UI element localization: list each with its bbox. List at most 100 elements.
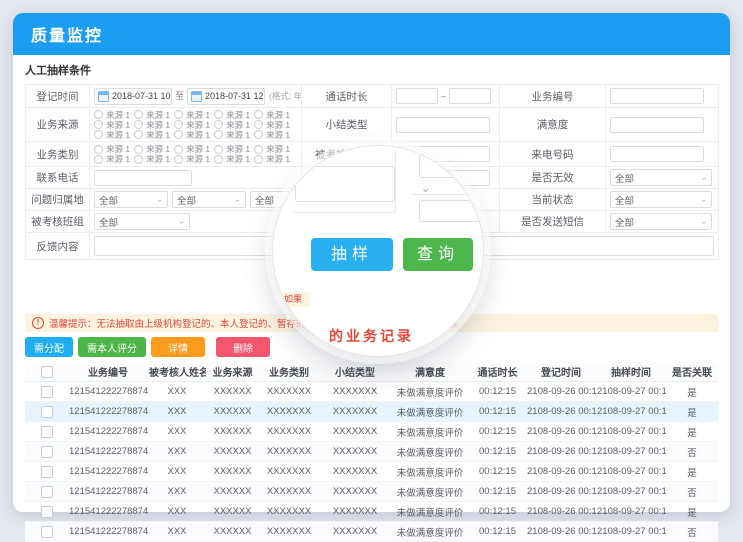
page-header: 质量监控: [13, 13, 730, 55]
lens-switchboard-fragment: 总机: [281, 162, 306, 176]
cell-summary: XXXXXXX: [319, 421, 391, 442]
is-invalid-select[interactable]: 全部 ⌄: [610, 169, 712, 186]
cell-category: XXXXXXX: [259, 421, 319, 442]
radio-label: 来源 1: [266, 129, 291, 140]
register-time-to-input[interactable]: 2018-07-31 12: [187, 87, 266, 105]
need-self-score-button[interactable]: 需本人评分: [78, 337, 146, 357]
contact-phone-input[interactable]: [94, 169, 192, 186]
cell-satisfaction: 未做满意度评价: [391, 381, 469, 402]
radio-label: 来源 1: [266, 154, 291, 164]
chevron-down-icon: ⌄: [234, 195, 241, 203]
source-option-radio[interactable]: 来源 1: [254, 144, 294, 154]
column-header: 登记时间: [526, 362, 596, 382]
problem-region-select-1[interactable]: 全部 ⌄: [94, 191, 168, 208]
date-format-hint: (格式: 年-月-日-时): [269, 90, 302, 101]
source-option-radio[interactable]: 来源 1: [254, 154, 294, 164]
source-option-radio[interactable]: 来源 1: [174, 154, 214, 164]
summary-type-input[interactable]: [396, 116, 490, 133]
delete-button[interactable]: 删除: [216, 337, 270, 357]
source-option-radio[interactable]: 来源 1: [214, 130, 254, 140]
row-checkbox[interactable]: [40, 405, 53, 418]
row-checkbox[interactable]: [40, 445, 53, 458]
lens-sample-button[interactable]: 抽样: [311, 238, 393, 271]
source-option-radio[interactable]: 来源 1: [94, 154, 134, 164]
lens-query-button[interactable]: 查询: [403, 238, 473, 271]
source-option-radio[interactable]: 来源 1: [174, 109, 214, 120]
source-option-radio[interactable]: 来源 1: [174, 144, 214, 154]
table-row[interactable]: 12154122227887468XXXXXXXXXXXXXXXXXXXXXXX…: [25, 421, 718, 442]
table-row[interactable]: 12154122227887468XXXXXXXXXXXXXXXXXXXXXXX…: [25, 501, 718, 522]
row-checkbox[interactable]: [40, 465, 53, 478]
row-checkbox[interactable]: [40, 485, 53, 498]
cell-category: XXXXXXX: [259, 521, 319, 542]
select-all-checkbox[interactable]: [40, 365, 53, 378]
send-sms-select[interactable]: 全部 ⌄: [610, 213, 712, 230]
radio-label: 来源 1: [146, 154, 171, 164]
row-checkbox[interactable]: [40, 505, 53, 518]
chevron-down-icon: ⌄: [178, 217, 185, 225]
radio-circle-icon: [134, 110, 143, 119]
satisfaction-input[interactable]: [610, 116, 704, 133]
cell-satisfaction: 未做满意度评价: [391, 481, 469, 502]
source-option-radio[interactable]: 来源 1: [214, 120, 254, 130]
cell-source: XXXXXX: [206, 501, 259, 522]
caller-number-input[interactable]: [610, 146, 704, 162]
table-row[interactable]: 12154122227887468XXXXXXXXXXXXXXXXXXXXXXX…: [25, 521, 718, 542]
lens-grid-line: [395, 150, 396, 212]
source-option-radio[interactable]: 来源 1: [214, 144, 254, 154]
row-checkbox[interactable]: [40, 385, 53, 398]
business-no-input[interactable]: [610, 88, 704, 104]
current-status-select[interactable]: 全部 ⌄: [610, 191, 712, 208]
table-row[interactable]: 12154122227887468XXXXXXXXXXXXXXXXXXXXXXX…: [25, 461, 718, 482]
table-row[interactable]: 12154122227887468XXXXXXXXXXXXXXXXXXXXXXX…: [25, 481, 718, 502]
cell-satisfaction: 未做满意度评价: [391, 521, 469, 542]
table-row[interactable]: 12154122227887468XXXXXXXXXXXXXXXXXXXXXXX…: [25, 381, 718, 402]
source-option-radio[interactable]: 来源 1: [214, 110, 254, 120]
source-option-radio[interactable]: 来源 1: [94, 110, 134, 120]
source-option-radio[interactable]: 来源 1: [134, 120, 174, 130]
cell-duration: 00:12:15: [469, 421, 526, 442]
radio-label: 来源 1: [186, 109, 211, 120]
magnifier-lens: 总机 ⌄ ⌄ 抽样 查询 ，如果 的业务记录: [273, 146, 483, 356]
source-option-radio[interactable]: 来源 1: [254, 120, 294, 130]
source-option-radio[interactable]: 来源 1: [214, 154, 254, 164]
source-option-radio[interactable]: 来源 1: [254, 110, 294, 120]
cell-category: XXXXXXX: [259, 441, 319, 462]
source-option-radio[interactable]: 来源 1: [174, 130, 214, 140]
table-row[interactable]: 12154122227887468XXXXXXXXXXXXXXXXXXXXXXX…: [25, 441, 718, 462]
source-option-radio[interactable]: 来源 1: [94, 130, 134, 140]
cell-source: XXXXXX: [206, 461, 259, 482]
source-option-radio[interactable]: 来源 1: [174, 120, 214, 130]
radio-label: 来源 1: [106, 154, 131, 164]
source-option-radio[interactable]: 来源 1: [94, 144, 134, 154]
cell-summary: XXXXXXX: [319, 481, 391, 502]
cell-no: 12154122227887468: [68, 441, 148, 462]
row-checkbox[interactable]: [40, 425, 53, 438]
cell-related: 否: [666, 521, 718, 542]
source-option-radio[interactable]: 来源 1: [134, 130, 174, 140]
cell-name: XXX: [148, 401, 206, 422]
source-option-radio[interactable]: 来源 1: [134, 144, 174, 154]
lens-input-fragment: [419, 200, 483, 222]
source-option-radio[interactable]: 来源 1: [134, 110, 174, 120]
cell-related: 是: [666, 461, 718, 482]
table-row[interactable]: 12154122227887468XXXXXXXXXXXXXXXXXXXXXXX…: [25, 401, 718, 422]
problem-region-select-2[interactable]: 全部 ⌄: [172, 191, 246, 208]
radio-circle-icon: [254, 130, 263, 139]
row-checkbox[interactable]: [40, 525, 53, 538]
call-duration-max-input[interactable]: [449, 88, 492, 104]
source-option-radio[interactable]: 来源 1: [134, 154, 174, 164]
register-time-from-input[interactable]: 2018-07-31 10: [94, 87, 172, 105]
cell-summary: XXXXXXX: [319, 501, 391, 522]
source-option-radio[interactable]: 来源 1: [254, 129, 294, 140]
cell-related: 是: [666, 401, 718, 422]
problem-region-label: 问题归属地: [25, 188, 90, 211]
assessed-team-select[interactable]: 全部 ⌄: [94, 213, 190, 230]
warning-text: 温馨提示：无法抽取由上级机构登记的、本人登记的、暂存的、已被抽取未评分的业务记录…: [49, 319, 458, 330]
need-assign-button[interactable]: 需分配: [25, 337, 73, 357]
cell-satisfaction: 未做满意度评价: [391, 501, 469, 522]
call-duration-min-input[interactable]: [396, 88, 438, 104]
detail-button[interactable]: 详情: [151, 337, 205, 357]
business-source-options: 来源 1 来源 1 来源 1 来源 1 来源 1 来源 1 来源 1 来源 1 来源 1 来源 1…: [94, 109, 297, 140]
source-option-radio[interactable]: 来源 1: [94, 120, 134, 130]
